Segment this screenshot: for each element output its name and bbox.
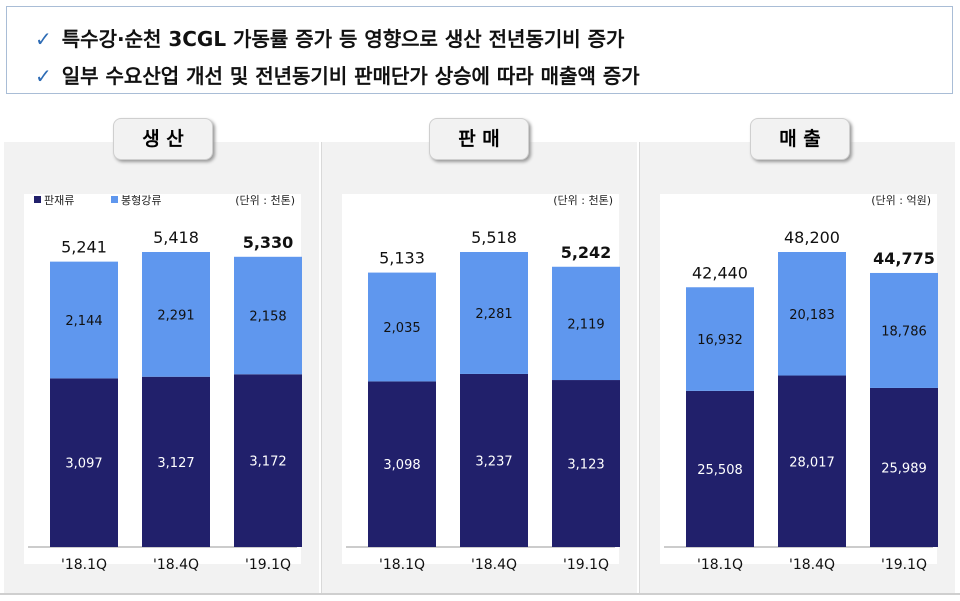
data-label: 3,123	[567, 458, 604, 473]
chart-panel-revenue: (단위 : 억원) 25,508 16,932 42,440 '18.1Q 28,017 2…	[640, 142, 955, 594]
panel-title-production: 생 산	[113, 118, 213, 160]
unit-label: (단위 : 천톤)	[553, 193, 613, 207]
data-label: 2,119	[567, 317, 604, 332]
production-chart: (단위 : 천톤) 판재류 봉형강류 3,097 2,144 5,241 '18.1Q 3,1…	[4, 142, 319, 594]
chart-panel-production: (단위 : 천톤) 판재류 봉형강류 3,097 2,144 5,241 '18.1Q 3,1…	[4, 142, 319, 594]
legend-label: 판재류	[44, 194, 74, 207]
bar-segment-dark	[460, 373, 528, 547]
tick-label: '18.1Q	[379, 557, 425, 573]
bar-segment-light	[142, 252, 210, 377]
bar-segment-dark	[50, 378, 118, 547]
headline-box: ✓ 특수강·순천 3CGL 가동률 증가 등 영향으로 생산 전년동기비 증가 ✓…	[6, 6, 953, 94]
bottom-rule	[0, 593, 960, 595]
tick-label: '19.1Q	[563, 557, 609, 573]
total-label: 5,242	[561, 243, 612, 262]
data-label: 2,291	[157, 308, 194, 323]
data-label: 2,144	[65, 314, 102, 329]
bullet-text-1: 특수강·순천 3CGL 가동률 증가 등 영향으로 생산 전년동기비 증가	[61, 27, 625, 51]
check-icon: ✓	[35, 64, 52, 88]
tick-label: '18.4Q	[471, 557, 517, 573]
panel-divider	[639, 142, 640, 594]
total-label: 5,133	[379, 249, 425, 268]
total-label: 44,775	[873, 249, 935, 268]
total-label: 5,518	[471, 228, 517, 247]
bar-segment-light	[870, 272, 938, 388]
data-label: 25,508	[697, 463, 743, 478]
tick-label: '18.4Q	[789, 557, 835, 573]
data-label: 2,281	[475, 307, 512, 322]
total-label: 5,418	[153, 228, 199, 247]
tick-label: '19.1Q	[245, 557, 291, 573]
panel-title-sales: 판 매	[429, 118, 529, 160]
bar-segment-dark	[234, 374, 302, 547]
headline-bullet-2: ✓ 일부 수요산업 개선 및 전년동기비 판매단가 상승에 따라 매출액 증가	[35, 60, 640, 89]
bar-segment-dark	[778, 375, 846, 547]
bar-segment-dark	[368, 381, 436, 547]
data-label: 3,172	[249, 455, 286, 470]
unit-label: (단위 : 천톤)	[235, 193, 295, 207]
data-label: 3,237	[475, 454, 512, 469]
bar-segment-dark	[870, 387, 938, 547]
data-label: 3,097	[65, 457, 102, 472]
bar-segment-light	[460, 252, 528, 374]
total-label: 42,440	[692, 263, 748, 282]
bar-segment-dark	[552, 380, 620, 547]
chart-panel-sales: (단위 : 천톤) 3,098 2,035 5,133 '18.1Q 3,237 2,281…	[322, 142, 637, 594]
data-label: 20,183	[789, 308, 835, 323]
total-label: 5,330	[243, 233, 294, 252]
data-label: 28,017	[789, 455, 835, 470]
bar-segment-light	[234, 256, 302, 375]
revenue-chart: (단위 : 억원) 25,508 16,932 42,440 '18.1Q 28,017 2…	[640, 142, 955, 594]
data-label: 18,786	[881, 324, 927, 339]
panel-title-revenue: 매 출	[750, 118, 850, 160]
bar-segment-light	[686, 287, 754, 391]
data-label: 3,127	[157, 456, 194, 471]
bar-segment-light	[778, 252, 846, 376]
panel-divider	[321, 142, 322, 594]
unit-label: (단위 : 억원)	[871, 194, 931, 207]
legend-label: 봉형강류	[121, 194, 161, 207]
tick-label: '18.1Q	[61, 557, 107, 573]
sales-chart: (단위 : 천톤) 3,098 2,035 5,133 '18.1Q 3,237 2,281…	[322, 142, 637, 594]
legend-swatch	[111, 196, 118, 203]
headline-bullet-1: ✓ 특수강·순천 3CGL 가동률 증가 등 영향으로 생산 전년동기비 증가	[35, 23, 624, 52]
bullet-text-2: 일부 수요산업 개선 및 전년동기비 판매단가 상승에 따라 매출액 증가	[61, 64, 640, 88]
bar-segment-light	[368, 272, 436, 382]
total-label: 5,241	[61, 238, 107, 257]
data-label: 25,989	[881, 461, 927, 476]
data-label: 2,158	[249, 310, 286, 325]
tick-label: '18.4Q	[153, 557, 199, 573]
tick-label: '18.1Q	[697, 557, 743, 573]
tick-label: '19.1Q	[881, 557, 927, 573]
total-label: 48,200	[784, 228, 840, 247]
legend-swatch	[34, 196, 41, 203]
check-icon: ✓	[35, 27, 52, 51]
bar-segment-dark	[142, 376, 210, 547]
data-label: 3,098	[383, 458, 420, 473]
data-label: 2,035	[383, 321, 420, 336]
data-label: 16,932	[697, 333, 743, 348]
bar-segment-light	[552, 266, 620, 381]
bar-segment-light	[50, 261, 118, 379]
bar-segment-dark	[686, 390, 754, 547]
